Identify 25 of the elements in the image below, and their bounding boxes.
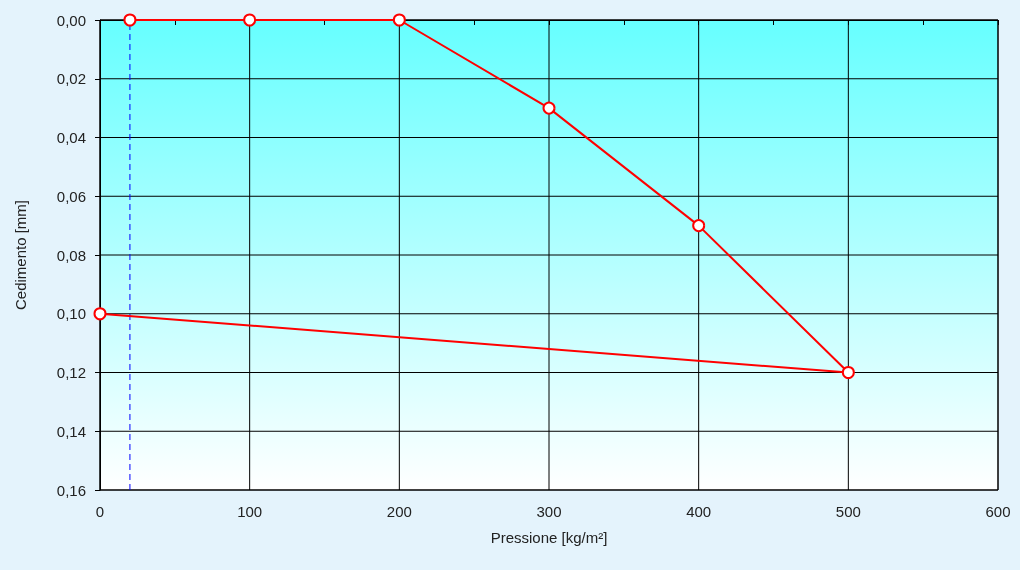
point — [123, 13, 137, 27]
point — [841, 366, 855, 379]
x-tick-label: 100 — [237, 503, 263, 520]
point — [392, 13, 406, 27]
point — [542, 101, 556, 115]
y-tick-label: 0,16 — [56, 481, 86, 499]
y-tick-label: 0,02 — [56, 70, 86, 88]
x-tick-label: 500 — [835, 503, 861, 520]
y-tick-label: 0,06 — [56, 187, 86, 205]
x-axis-title: Pressione [kg/m²] — [490, 529, 608, 546]
x-tick-label: 300 — [536, 503, 562, 520]
x-tick-label: 400 — [686, 503, 712, 520]
x-tick-label: 600 — [985, 503, 1011, 520]
x-tick-label: 200 — [386, 503, 412, 520]
y-axis-title: Cedimento [mm] — [12, 199, 29, 311]
y-tick-label: 0,14 — [56, 422, 86, 440]
y-tick-label: 0,08 — [56, 246, 86, 264]
y-tick-label: 0,00 — [56, 11, 86, 29]
point — [93, 307, 107, 321]
x-tick-label: 0 — [95, 503, 105, 520]
point — [692, 219, 706, 233]
y-tick-label: 0,10 — [56, 305, 86, 323]
y-tick-label: 0,12 — [56, 364, 86, 381]
y-tick-label: 0,04 — [56, 129, 86, 146]
point — [243, 13, 257, 27]
